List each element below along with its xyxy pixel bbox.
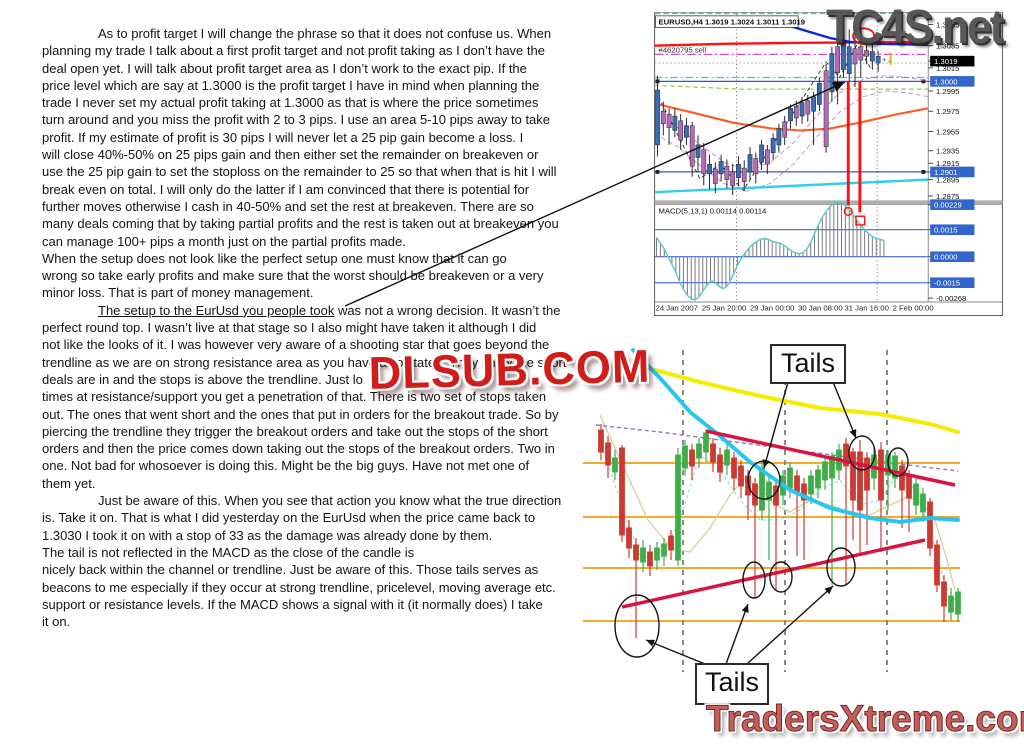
svg-text:1.2895: 1.2895 — [936, 176, 960, 185]
svg-text:1.3019: 1.3019 — [934, 57, 958, 66]
text-line: use the 25 pip gain to set the stoploss … — [42, 164, 557, 180]
svg-text:#4620795 sell: #4620795 sell — [658, 45, 706, 54]
text-line: planning my trade I talk about a first p… — [42, 43, 545, 59]
text-line: is. Take it on. That is what I did yeste… — [42, 510, 536, 526]
svg-text:1.2915: 1.2915 — [936, 159, 960, 168]
text-line: piercing the trendline they trigger the … — [42, 423, 548, 439]
text-line: further moves otherwise I cash in 40-50%… — [42, 198, 534, 214]
text-line: As to profit target I will change the ph… — [98, 26, 552, 41]
text-line: break even on total. I will only do the … — [42, 181, 530, 197]
svg-text:1.3015: 1.3015 — [936, 64, 960, 73]
text-line: deal open yet. I will talk about profit … — [42, 60, 527, 76]
svg-text:25 Jan 20:00: 25 Jan 20:00 — [702, 304, 746, 313]
svg-text:31 Jan 16:00: 31 Jan 16:00 — [844, 304, 888, 313]
text-line: 1.3030 I took it on with a stop of 33 as… — [42, 527, 493, 543]
svg-text:+: + — [882, 55, 887, 64]
svg-text:1.2901: 1.2901 — [934, 168, 958, 177]
text-line: deals are in and the stops is above the … — [42, 371, 363, 387]
text-line: will close 40%-50% on 25 pips gain and t… — [42, 147, 539, 163]
text-line: orders and then the price comes down tak… — [42, 441, 555, 457]
svg-text:1.3035: 1.3035 — [936, 42, 960, 51]
svg-text:2 Feb 00:00: 2 Feb 00:00 — [893, 304, 934, 313]
svg-text:0.0000: 0.0000 — [934, 253, 958, 262]
text-line: profit. If my estimate of profit is 30 p… — [42, 129, 524, 145]
mt4-eurusd-chart: ++MACD(5,13,1) 0.00114 0.00114EURUSD,H4 … — [648, 12, 1010, 328]
text-line: can manage 100+ pips a month just on the… — [42, 233, 406, 249]
svg-text:-0.00268: -0.00268 — [936, 294, 966, 303]
tails-chart-svg — [583, 348, 961, 672]
tails-label-top: Tails — [770, 344, 846, 384]
text-line: When the setup does not look like the pe… — [42, 250, 507, 266]
svg-text:1.3055: 1.3055 — [936, 20, 960, 29]
text-line: it on. — [42, 614, 71, 630]
text-line: Just be aware of this. When you see that… — [98, 493, 562, 509]
text-line: one. Not bad for whosoever is doing this… — [42, 458, 530, 474]
text-line: price level which are say at 1.3000 is t… — [42, 77, 540, 93]
svg-text:1.3000: 1.3000 — [934, 77, 958, 86]
svg-text:30 Jan 08:00: 30 Jan 08:00 — [798, 304, 842, 313]
svg-text:29 Jan 00:00: 29 Jan 00:00 — [750, 304, 794, 313]
text-line: many deals coming that by taking partial… — [42, 216, 559, 232]
text-line: trade I never set my actual profit takin… — [42, 95, 539, 111]
svg-text:-0.0015: -0.0015 — [934, 279, 960, 288]
text-line: turn around and you miss the profit with… — [42, 112, 551, 128]
svg-text:1.2975: 1.2975 — [936, 107, 960, 116]
text-line: wrong so take early profits and make sur… — [42, 268, 544, 284]
svg-text:1.2955: 1.2955 — [936, 127, 960, 136]
svg-text:EURUSD,H4 1.3019 1.3024 1.301: EURUSD,H4 1.3019 1.3024 1.3011 1.3019 — [658, 18, 805, 27]
tails-example-chart — [575, 335, 1024, 746]
text-line: out. The ones that went short and the on… — [42, 406, 559, 422]
text-line: beacons to me especially if they occur a… — [42, 579, 556, 595]
text-line: trendline as we are on strong resistance… — [42, 354, 567, 370]
text-line: The tail is not reflected in the MACD as… — [42, 544, 415, 560]
svg-text:1.2995: 1.2995 — [936, 87, 960, 96]
svg-text:1.2875: 1.2875 — [936, 192, 960, 201]
tails-label-bottom: Tails — [695, 663, 769, 705]
svg-text:MACD(5,13,1) 0.00114 0.00114: MACD(5,13,1) 0.00114 0.00114 — [658, 206, 767, 215]
text-line: minor loss. That is part of money manage… — [42, 285, 314, 301]
mt4-chart-svg: ++MACD(5,13,1) 0.00114 0.00114EURUSD,H4 … — [654, 12, 1003, 316]
text-line: them yet. — [42, 475, 96, 491]
text-line: times at resistance/support you get a pe… — [42, 389, 547, 405]
text-line: support or resistance levels. If the MAC… — [42, 596, 543, 612]
svg-text:1.2935: 1.2935 — [936, 147, 960, 156]
text-line: perfect round top. I wasn’t live at that… — [42, 320, 537, 336]
svg-text:0.0015: 0.0015 — [934, 226, 958, 235]
text-line: The setup to the EurUsd you people took … — [98, 302, 561, 318]
text-line: not like the looks of it. I was however … — [42, 337, 550, 353]
svg-text:24 Jan 2007: 24 Jan 2007 — [656, 304, 698, 313]
svg-text:0.00229: 0.00229 — [934, 201, 962, 210]
text-line: nicely back within the channel or trendl… — [42, 562, 539, 578]
